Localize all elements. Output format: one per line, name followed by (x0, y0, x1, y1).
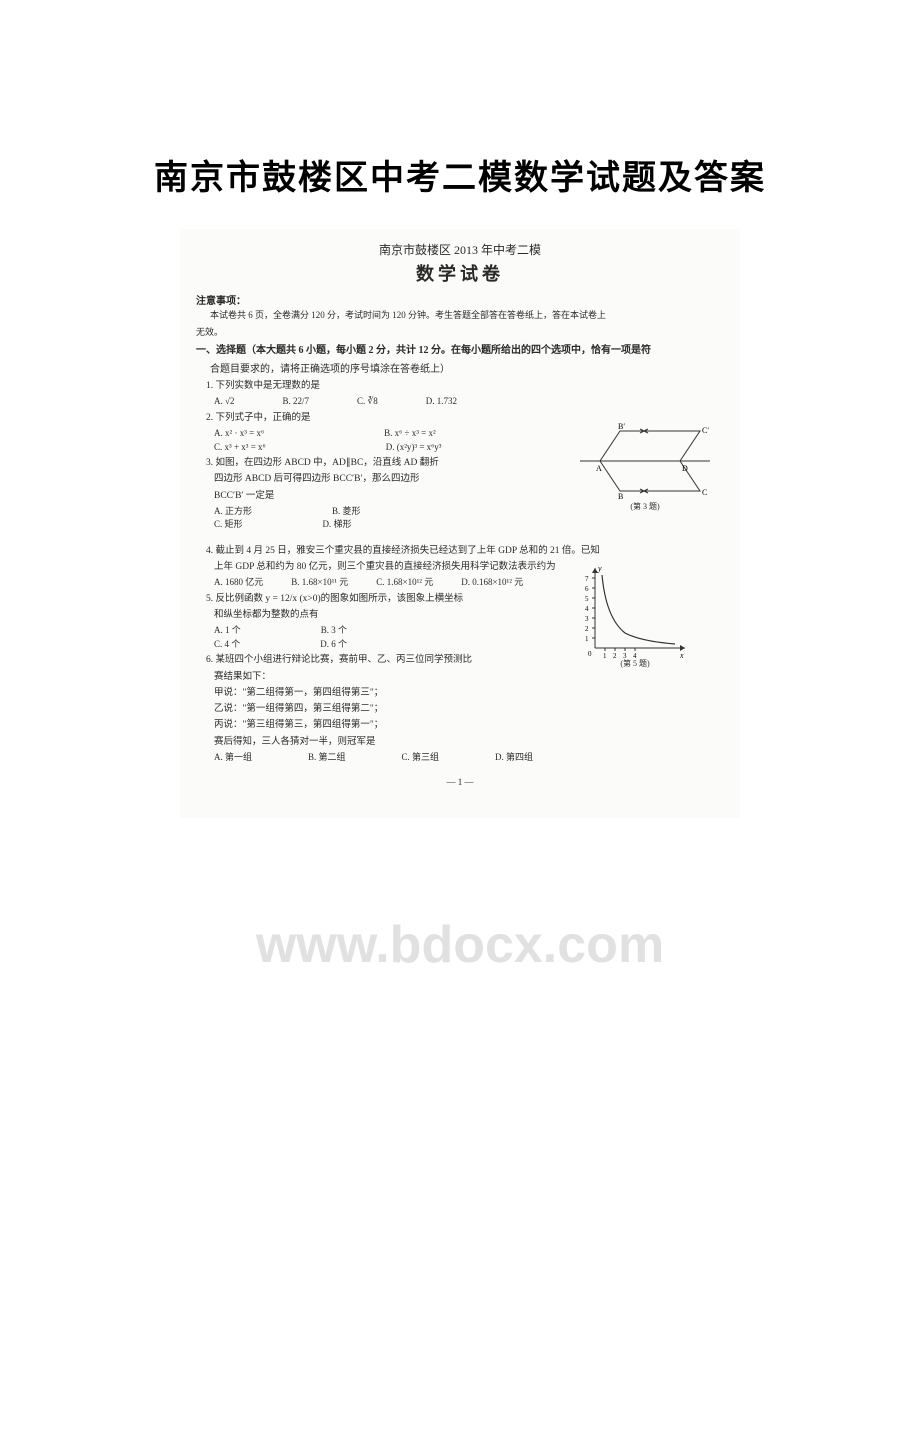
svg-text:2: 2 (613, 652, 617, 658)
q6-option-c: C. 第三组 (402, 751, 440, 765)
q5-figure-caption: (第 5 题) (580, 658, 690, 670)
q1-option-a: A. √2 (214, 395, 234, 409)
q2-option-c: C. x³ + x³ = x⁶ (214, 441, 266, 455)
q3-option-c: C. 矩形 (214, 518, 243, 532)
notice-body-line-1: 本试卷共 6 页，全卷满分 120 分，考试时间为 120 分钟。考生答题全部答… (210, 309, 724, 323)
watermark-text: www.bdocx.com (256, 915, 664, 975)
q1-option-d: D. 1.732 (426, 395, 457, 409)
svg-text:3: 3 (585, 615, 589, 623)
question-6-line-1: 甲说："第二组得第一，第四组得第三"； (214, 686, 724, 700)
question-6-line-4: 赛后得知，三人各猜对一半，则冠军是 (214, 735, 724, 749)
exam-header: 南京市鼓楼区 2013 年中考二模 (196, 241, 724, 259)
q1-option-b: B. 22/7 (282, 395, 309, 409)
question-6-options: A. 第一组 B. 第二组 C. 第三组 D. 第四组 (214, 751, 724, 765)
q3-option-b: B. 菱形 (332, 505, 361, 519)
svg-text:A: A (596, 464, 602, 473)
page-number: — 1 — (196, 776, 724, 790)
svg-text:2: 2 (585, 625, 589, 633)
svg-text:y: y (597, 564, 602, 573)
svg-text:7: 7 (585, 575, 589, 583)
question-6-line-3: 丙说："第三组得第三，第四组得第一"； (214, 718, 724, 732)
svg-text:1: 1 (603, 652, 607, 658)
q5-option-b: B. 3 个 (321, 624, 347, 638)
q6-option-d: D. 第四组 (495, 751, 533, 765)
exam-subject: 数学试卷 (196, 261, 724, 288)
q3-figure: A D B′ C′ B C (第 3 题) (580, 421, 710, 513)
question-1-text: 1. 下列实数中是无理数的是 (206, 379, 724, 393)
svg-text:5: 5 (585, 595, 589, 603)
q2-option-a: A. x² · x³ = x⁶ (214, 427, 264, 441)
q6-option-a: A. 第一组 (214, 751, 252, 765)
q2-option-d: D. (x²y)³ = x⁶y³ (386, 441, 442, 455)
q4-option-b: B. 1.68×10¹¹ 元 (291, 576, 348, 590)
svg-text:D: D (682, 464, 688, 473)
question-6-line-2: 乙说："第一组得第四，第三组得第二"； (214, 702, 724, 716)
section-1-heading: 一、选择题（本大题共 6 小题，每小题 2 分，共计 12 分。在每小题所给出的… (196, 343, 724, 358)
q1-option-c: C. ∛8 (357, 395, 378, 409)
q4-option-c: C. 1.68×10¹² 元 (376, 576, 433, 590)
q2-option-b: B. x⁶ ÷ x³ = x² (384, 427, 436, 441)
q6-option-b: B. 第二组 (308, 751, 346, 765)
q5-option-a: A. 1 个 (214, 624, 241, 638)
question-1-options: A. √2 B. 22/7 C. ∛8 D. 1.732 (214, 395, 724, 409)
notice-body-line-2: 无效。 (196, 326, 724, 340)
notice-heading: 注意事项： (196, 294, 724, 309)
svg-text:B: B (618, 492, 623, 501)
svg-text:C′: C′ (702, 426, 709, 435)
exam-paper-region: 南京市鼓楼区 2013 年中考二模 数学试卷 注意事项： 本试卷共 6 页，全卷… (180, 229, 740, 818)
q3-figure-caption: (第 3 题) (580, 501, 710, 513)
svg-text:1: 1 (585, 635, 589, 643)
q5-option-d: D. 6 个 (320, 638, 347, 652)
section-1-heading-cont: 合题目要求的，请将正确选项的序号填涂在答卷纸上） (210, 362, 724, 377)
question-4-text-1: 4. 截止到 4 月 25 日，雅安三个重灾县的直接经济损失已经达到了上年 GD… (206, 544, 724, 558)
question-6-text-2: 赛结果如下： (214, 670, 724, 684)
svg-text:6: 6 (585, 585, 589, 593)
svg-text:x: x (679, 651, 684, 658)
q4-option-a: A. 1680 亿元 (214, 576, 263, 590)
svg-text:C: C (702, 488, 707, 497)
svg-text:4: 4 (585, 605, 589, 613)
q5-figure: 1 2 3 4 5 6 7 1 2 3 4 0 y x (第 5 题) (580, 563, 690, 670)
q3-option-d: D. 梯形 (323, 518, 352, 532)
q4-option-d: D. 0.168×10¹² 元 (461, 576, 523, 590)
svg-text:0: 0 (588, 650, 592, 658)
page-title: 南京市鼓楼区中考二模数学试题及答案 (0, 150, 920, 199)
q3-option-a: A. 正方形 (214, 505, 252, 519)
svg-text:B′: B′ (618, 422, 625, 431)
q5-option-c: C. 4 个 (214, 638, 240, 652)
